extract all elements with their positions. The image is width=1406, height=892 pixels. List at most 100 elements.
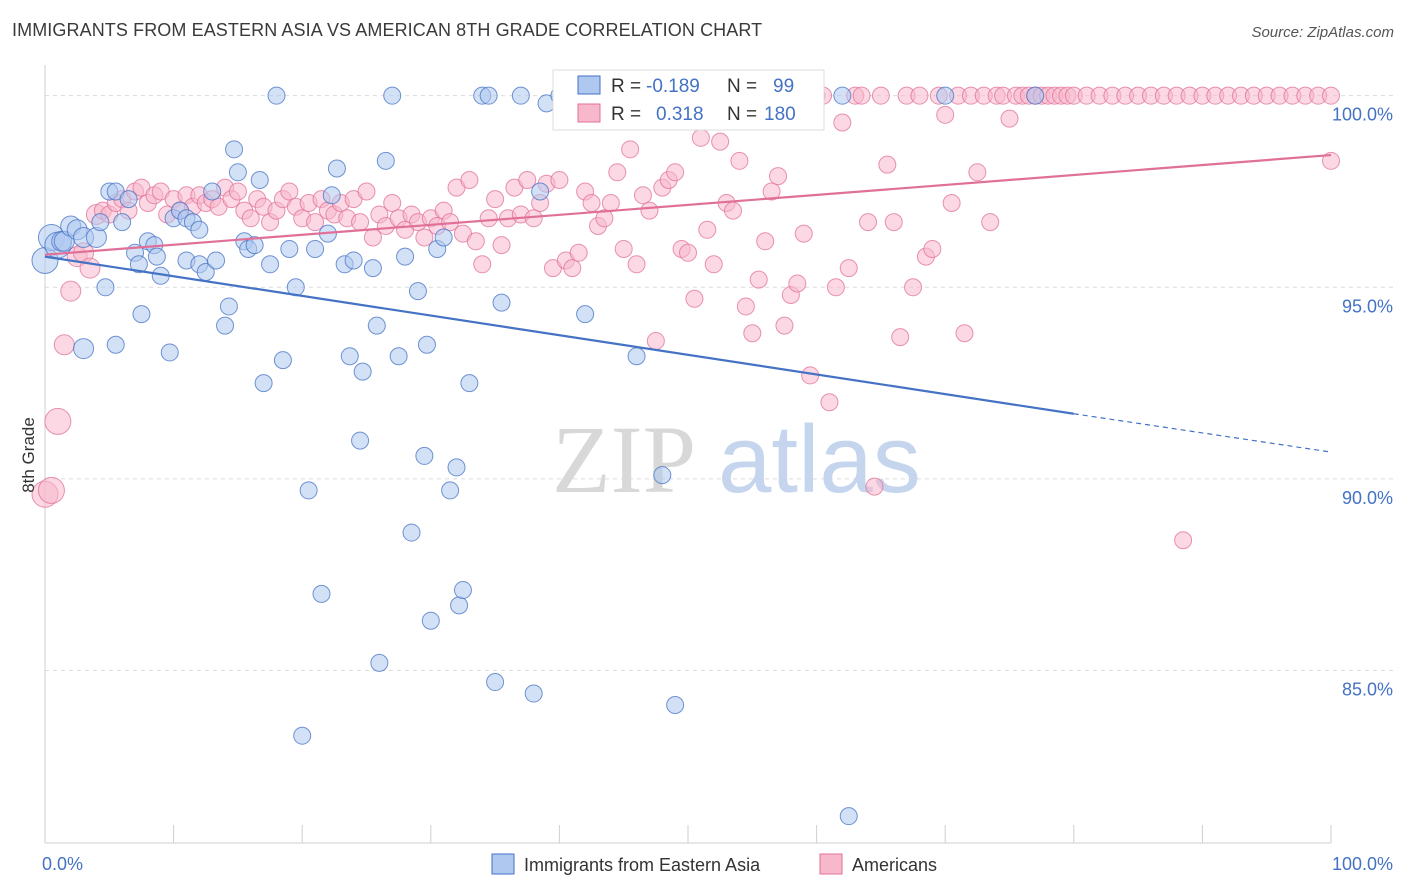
legend-bottom-label-pink: Americans <box>852 855 937 875</box>
data-point <box>44 407 72 435</box>
data-point <box>250 170 269 189</box>
data-point <box>685 289 704 308</box>
data-point <box>219 297 238 316</box>
legend-r-label-pink: R = <box>611 104 641 125</box>
data-point <box>904 278 923 297</box>
data-point <box>563 259 582 278</box>
legend-swatch-blue <box>577 75 601 95</box>
data-point <box>450 596 469 615</box>
data-point <box>322 186 341 205</box>
trend-line <box>44 255 1074 415</box>
data-point <box>492 236 511 255</box>
data-point <box>724 201 743 220</box>
data-point <box>936 86 955 105</box>
y-tick-labels: 85.0% 90.0% 95.0% 100.0% <box>1332 105 1393 700</box>
data-point <box>775 316 794 335</box>
series-legend: Immigrants from Eastern Asia Americans <box>491 853 937 875</box>
data-point <box>37 476 65 504</box>
data-point <box>524 684 543 703</box>
data-point <box>1322 151 1340 170</box>
source-credit: Source: ZipAtlas.com <box>1251 24 1394 41</box>
data-point <box>679 243 697 262</box>
data-point <box>299 481 318 500</box>
data-point <box>640 201 659 220</box>
data-point <box>383 193 402 212</box>
data-point <box>608 163 627 182</box>
data-point <box>434 228 453 247</box>
data-point <box>769 167 788 186</box>
data-point <box>267 86 286 105</box>
data-point <box>955 324 974 343</box>
data-point <box>340 347 359 366</box>
data-point <box>254 374 273 393</box>
data-point <box>820 393 839 412</box>
data-point <box>730 151 749 170</box>
y-tick-label: 100.0% <box>1332 105 1393 125</box>
data-point <box>627 255 646 274</box>
data-point <box>826 278 845 297</box>
data-point <box>859 213 878 232</box>
data-point <box>794 224 813 243</box>
data-point <box>106 335 125 354</box>
data-point <box>550 170 569 189</box>
legend-n-label-pink: N = <box>727 104 757 125</box>
data-point <box>129 255 148 274</box>
data-point <box>839 807 858 826</box>
data-point <box>942 193 961 212</box>
data-point <box>383 86 402 105</box>
y-tick-label: 95.0% <box>1342 296 1393 316</box>
x-tick-label-max: 100.0% <box>1332 854 1393 874</box>
data-point <box>884 213 903 232</box>
data-point <box>73 338 95 360</box>
data-point <box>351 431 370 450</box>
data-point <box>363 259 382 278</box>
data-point <box>327 159 346 178</box>
axes <box>44 65 1332 844</box>
data-point <box>351 213 370 232</box>
legend-r-value-pink: 0.318 <box>656 104 704 125</box>
data-point <box>466 232 485 251</box>
y-tick-label: 90.0% <box>1342 488 1393 508</box>
americans-points <box>31 86 1340 550</box>
data-point <box>762 182 781 201</box>
watermark-zip: ZIP <box>552 406 696 513</box>
data-point <box>473 255 492 274</box>
data-point <box>582 193 601 212</box>
data-point <box>833 86 852 105</box>
data-point <box>344 251 363 270</box>
data-point <box>389 347 408 366</box>
legend-n-value-blue: 99 <box>773 76 794 97</box>
data-point <box>396 247 415 266</box>
data-point <box>312 584 331 603</box>
data-point <box>633 186 652 205</box>
data-point <box>160 343 179 362</box>
data-point <box>511 86 530 105</box>
y-axis-label: 8th Grade <box>19 417 38 493</box>
legend-r-value-blue: -0.189 <box>646 76 700 97</box>
data-point <box>698 220 717 239</box>
data-point <box>225 140 244 159</box>
data-point <box>865 477 884 496</box>
data-point <box>306 239 325 258</box>
data-point <box>402 523 421 542</box>
trend-line <box>44 153 1332 256</box>
data-point <box>1174 531 1193 550</box>
legend-swatch-pink <box>577 103 601 123</box>
legend-bottom-swatch-blue <box>491 853 515 875</box>
data-point <box>627 347 646 366</box>
data-point <box>711 132 730 151</box>
legend-n-value-pink: 180 <box>764 104 796 125</box>
data-point <box>576 305 595 324</box>
data-point <box>147 247 166 266</box>
y-tick-label: 85.0% <box>1342 680 1393 700</box>
data-point <box>460 374 479 393</box>
data-point <box>878 155 897 174</box>
data-point <box>569 243 588 262</box>
data-point <box>245 236 264 255</box>
correlation-legend: R = -0.189 N = 99 R = 0.318 N = 180 <box>552 69 825 131</box>
data-point <box>415 228 434 247</box>
x-tick-labels: 0.0% 100.0% <box>42 854 1393 874</box>
data-point <box>376 151 395 170</box>
legend-n-label-blue: N = <box>727 76 757 97</box>
